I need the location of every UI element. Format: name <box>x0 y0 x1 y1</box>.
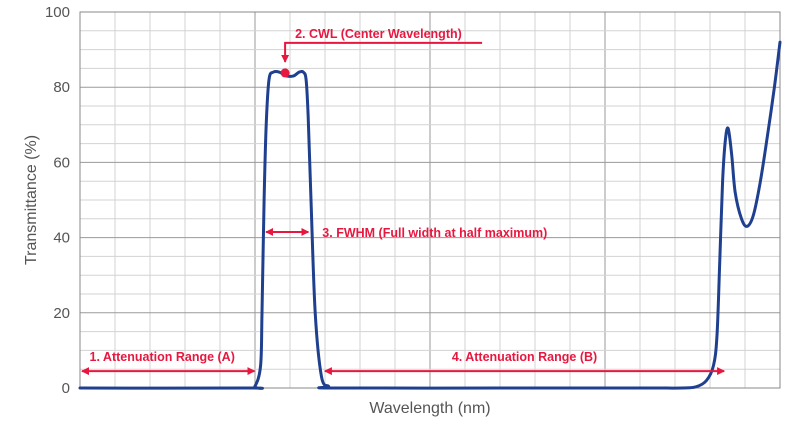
y-tick-label: 100 <box>45 4 70 21</box>
cwl-marker-dot <box>280 68 290 78</box>
annotations <box>81 41 726 376</box>
y-tick-label: 0 <box>62 380 70 397</box>
series-layer <box>78 40 782 390</box>
transmittance-series-line <box>78 40 782 390</box>
grid <box>79 11 781 389</box>
attenuation-range-b-label: 4. Attenuation Range (B) <box>452 350 597 364</box>
attenuation-range-a-label: 1. Attenuation Range (A) <box>90 350 235 364</box>
y-tick-label: 80 <box>53 79 70 96</box>
y-tick-label: 40 <box>53 230 70 247</box>
y-tick-label: 20 <box>53 305 70 322</box>
y-axis-label: Transmittance (%) <box>23 135 40 265</box>
x-axis-label: Wavelength (nm) <box>369 400 490 417</box>
cwl-annotation-label: 2. CWL (Center Wavelength) <box>295 27 462 41</box>
cwl-pointer-arrow <box>281 41 483 63</box>
y-tick-label: 60 <box>53 154 70 171</box>
fwhm-annotation-label: 3. FWHM (Full width at half maximum) <box>322 226 547 240</box>
